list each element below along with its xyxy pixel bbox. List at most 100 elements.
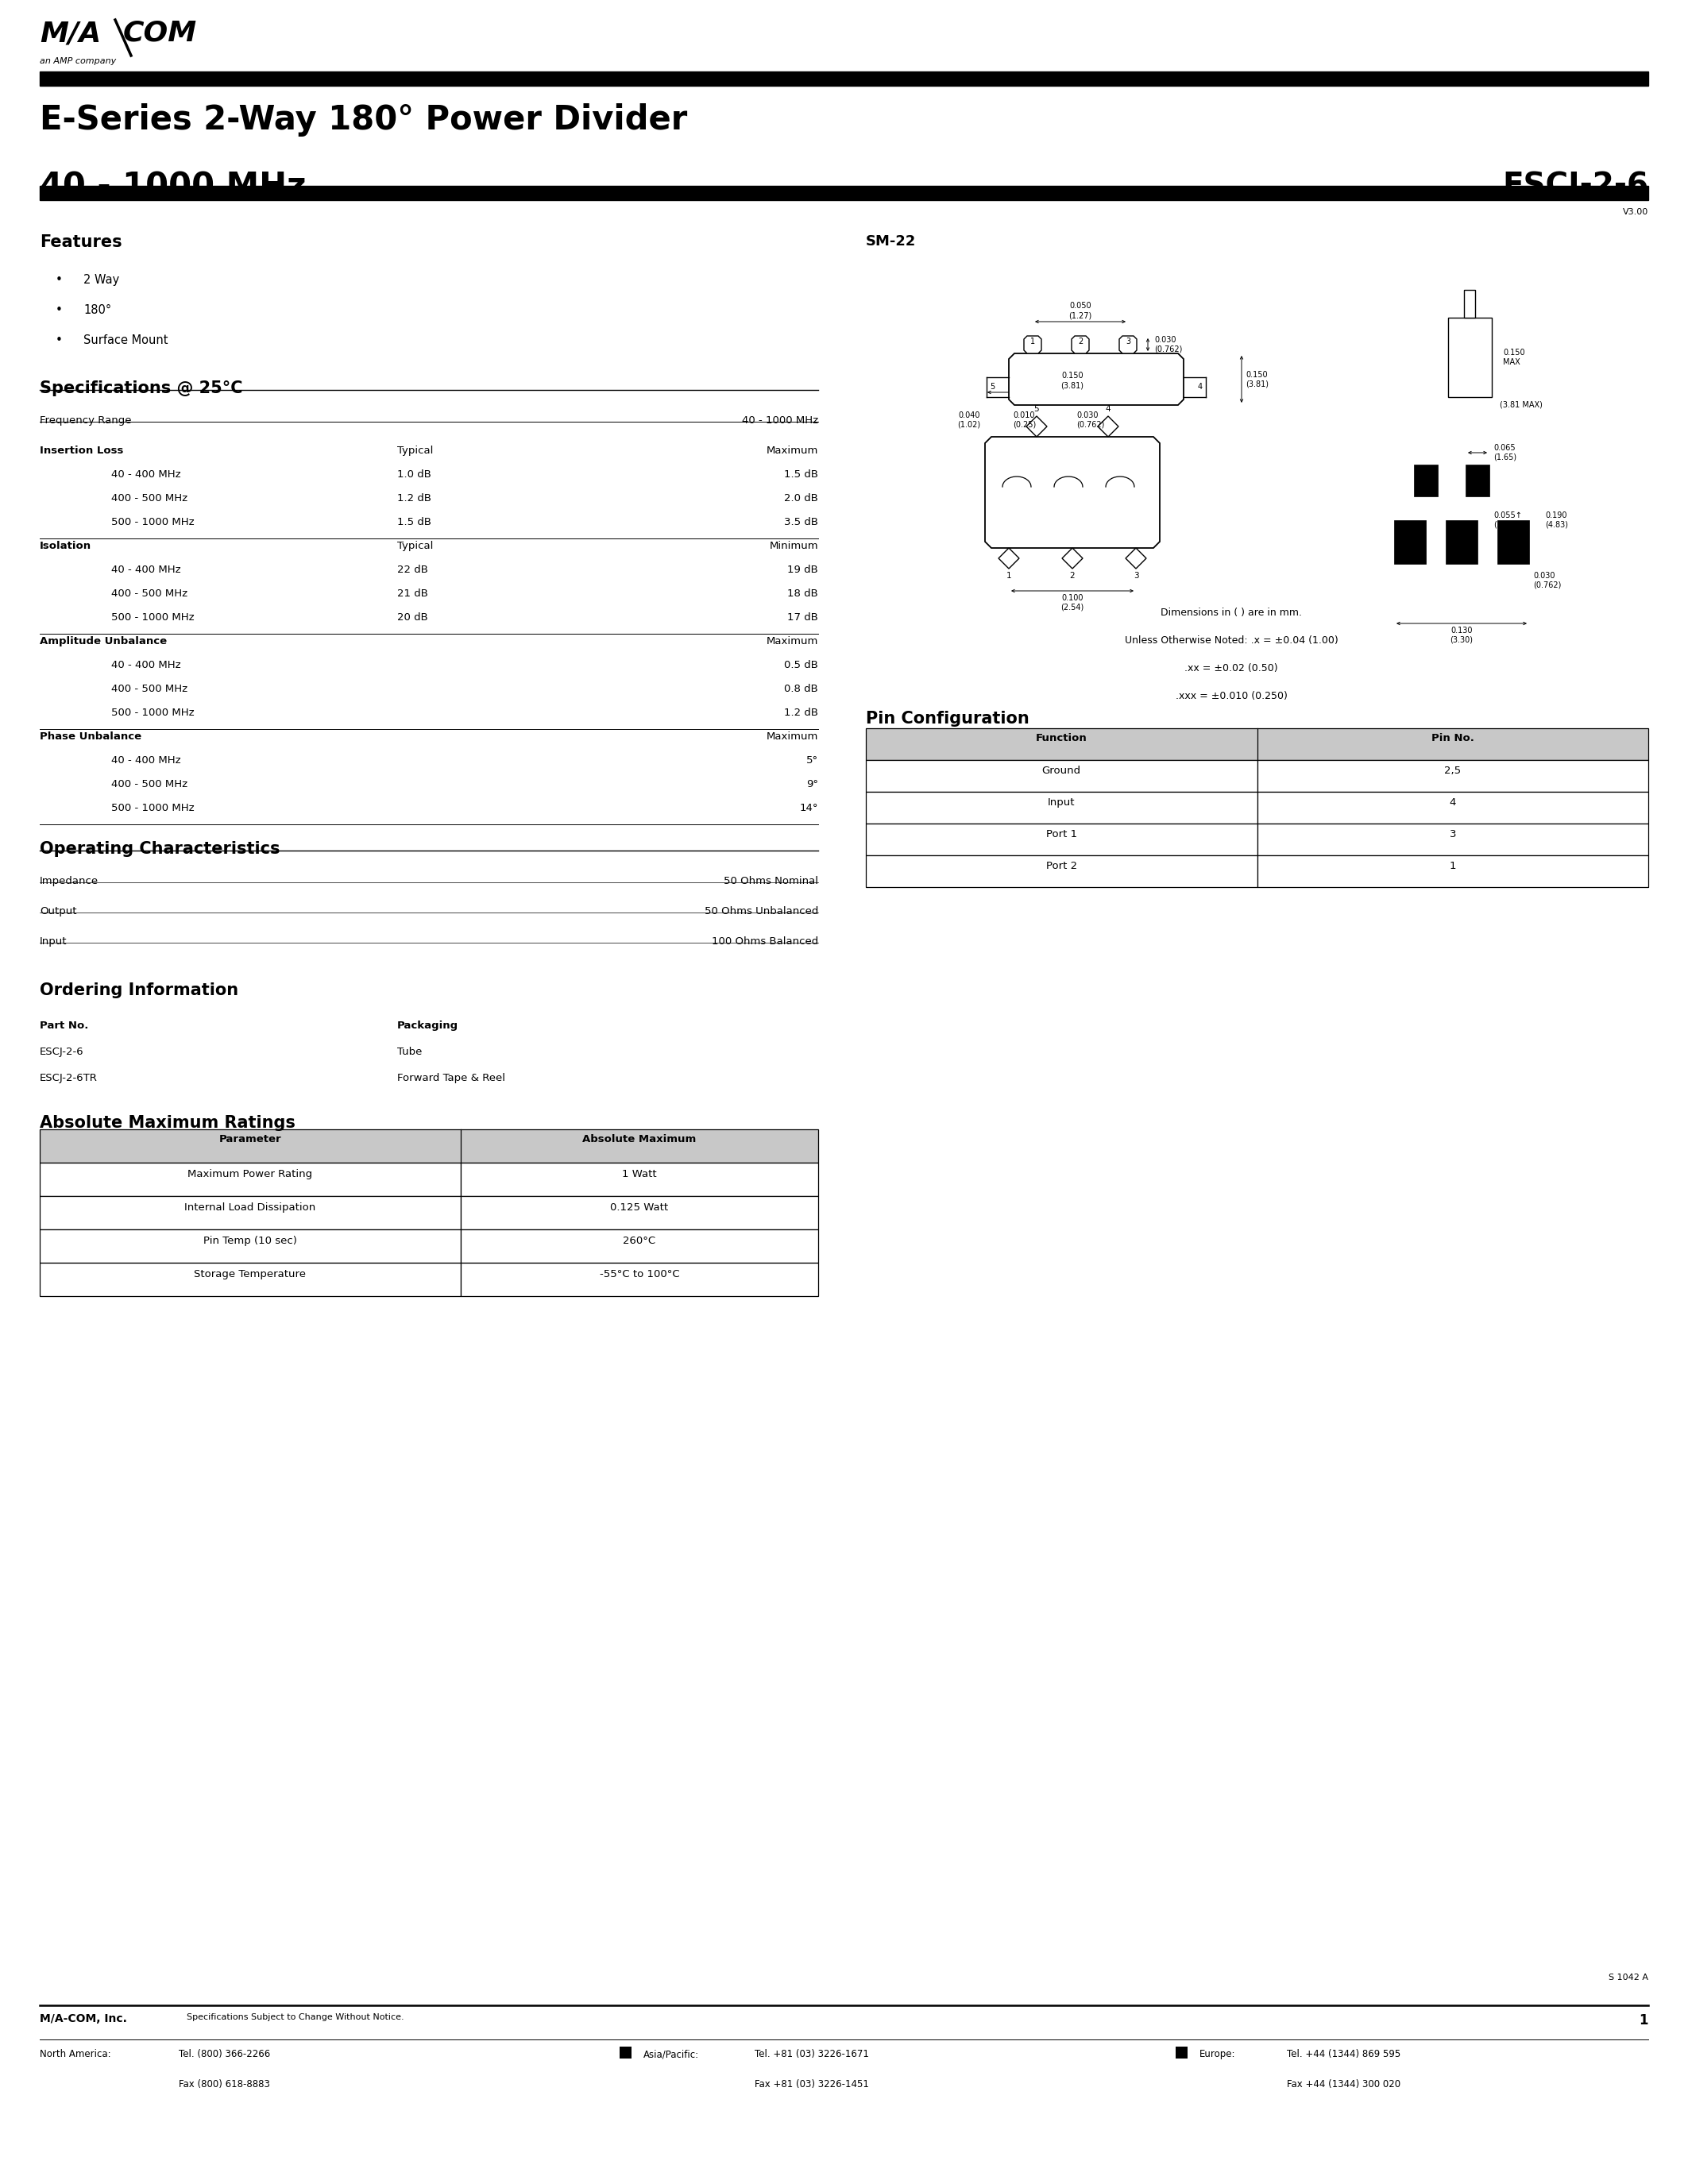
Text: 500 - 1000 MHz: 500 - 1000 MHz [111,708,194,719]
Text: 4: 4 [1198,382,1202,391]
Text: Parameter: Parameter [219,1133,282,1144]
Text: Phase Unbalance: Phase Unbalance [41,732,142,743]
Bar [461,1230,819,1262]
Text: 0.030
(0.762): 0.030 (0.762) [1533,572,1561,590]
Text: ESCJ-2-6: ESCJ-2-6 [41,1046,84,1057]
Text: Dimensions in ( ) are in mm.: Dimensions in ( ) are in mm. [1161,607,1301,618]
Text: 1.5 dB: 1.5 dB [397,518,432,526]
Text: Pin Temp (10 sec): Pin Temp (10 sec) [204,1236,297,1247]
Text: Minimum: Minimum [770,542,819,550]
Bar [1175,2046,1188,2060]
Text: 180°: 180° [83,304,111,317]
Text: 40 - 400 MHz: 40 - 400 MHz [111,566,181,574]
Text: 17 dB: 17 dB [787,612,819,622]
Text: 19 dB: 19 dB [787,566,819,574]
Text: 2.0 dB: 2.0 dB [785,494,819,505]
Text: 0.150
(3.81): 0.150 (3.81) [1060,371,1084,389]
Text: 5: 5 [989,382,994,391]
Text: 9°: 9° [807,780,819,788]
Text: 1: 1 [1030,339,1035,345]
Text: Specifications @ 25°C: Specifications @ 25°C [41,380,243,395]
Text: Typical: Typical [397,446,434,456]
Text: .xxx = ±0.010 (0.250): .xxx = ±0.010 (0.250) [1175,690,1288,701]
Text: Features: Features [41,234,122,251]
Text: 0.150
MAX: 0.150 MAX [1504,349,1526,367]
Text: 0.130
(3.30): 0.130 (3.30) [1450,627,1474,644]
Text: M/A-COM, Inc.: M/A-COM, Inc. [41,2014,127,2025]
Text: 0.040
(1.02): 0.040 (1.02) [957,411,981,428]
Text: V3.00: V3.00 [1622,207,1647,216]
Text: 3.5 dB: 3.5 dB [783,518,819,526]
Bar [619,2046,631,2060]
Text: 0.125 Watt: 0.125 Watt [611,1203,668,1212]
Text: 400 - 500 MHz: 400 - 500 MHz [111,780,187,788]
Text: 500 - 1000 MHz: 500 - 1000 MHz [111,804,194,812]
Bar [1445,520,1477,563]
Polygon shape [986,437,1160,548]
Text: 1.5 dB: 1.5 dB [783,470,819,480]
Text: Typical: Typical [397,542,434,550]
Bar [1415,465,1438,496]
Text: ESCJ-2-6: ESCJ-2-6 [1502,170,1647,201]
Text: Absolute Maximum: Absolute Maximum [582,1133,697,1144]
Text: ESCJ-2-6TR: ESCJ-2-6TR [41,1072,98,1083]
Text: 2,5: 2,5 [1445,767,1462,775]
Text: Storage Temperature: Storage Temperature [194,1269,306,1280]
Text: an AMP company: an AMP company [41,57,116,66]
Text: 22 dB: 22 dB [397,566,429,574]
Text: 4: 4 [1106,404,1111,413]
Text: 0.190
(4.83): 0.190 (4.83) [1545,511,1568,529]
Text: 4: 4 [1450,797,1457,808]
Text: 0.050
(1.27): 0.050 (1.27) [1069,301,1092,319]
Text: 400 - 500 MHz: 400 - 500 MHz [111,684,187,695]
Text: 0.030
(0.762): 0.030 (0.762) [1155,336,1182,354]
Text: 40 - 400 MHz: 40 - 400 MHz [111,660,181,670]
Text: E-Series 2-Way 180° Power Divider: E-Series 2-Way 180° Power Divider [41,103,687,138]
Text: -55°C to 100°C: -55°C to 100°C [599,1269,680,1280]
Bar [866,727,1647,760]
Text: 1: 1 [1450,860,1457,871]
Text: 0.055↑
(1.397): 0.055↑ (1.397) [1494,511,1523,529]
Bar [866,793,1258,823]
Text: 1.2 dB: 1.2 dB [783,708,819,719]
Text: 500 - 1000 MHz: 500 - 1000 MHz [111,518,194,526]
Text: 21 dB: 21 dB [397,587,429,598]
Bar [1448,317,1492,397]
Bar [866,760,1258,793]
Text: Pin Configuration: Pin Configuration [866,710,1030,727]
Text: 5: 5 [1035,404,1040,413]
Text: Tube: Tube [397,1046,422,1057]
Bar [41,1230,461,1262]
Text: 2: 2 [1070,572,1075,579]
Bar [1258,823,1647,856]
Text: Tel. +81 (03) 3226-1671: Tel. +81 (03) 3226-1671 [755,2049,869,2060]
Polygon shape [1009,354,1183,404]
Text: Impedance: Impedance [41,876,98,887]
Text: 260°C: 260°C [623,1236,657,1247]
Text: 0.030
(0.762): 0.030 (0.762) [1077,411,1104,428]
Text: .xx = ±0.02 (0.50): .xx = ±0.02 (0.50) [1185,664,1278,673]
Bar [1258,856,1647,887]
Text: 0.150
(3.81): 0.150 (3.81) [1246,371,1269,389]
Text: Amplitude Unbalance: Amplitude Unbalance [41,636,167,646]
Text: 1: 1 [1006,572,1011,579]
Text: Operating Characteristics: Operating Characteristics [41,841,280,856]
Text: Input: Input [41,937,68,946]
Polygon shape [1126,548,1146,568]
Text: Isolation: Isolation [41,542,91,550]
Text: 40 - 400 MHz: 40 - 400 MHz [111,470,181,480]
Text: SM-22: SM-22 [866,234,917,249]
Text: 0.5 dB: 0.5 dB [785,660,819,670]
Text: 0.100
(2.54): 0.100 (2.54) [1060,594,1084,612]
Polygon shape [999,548,1020,568]
Text: Absolute Maximum Ratings: Absolute Maximum Ratings [41,1116,295,1131]
Text: 100 Ohms Balanced: 100 Ohms Balanced [712,937,819,946]
Text: Surface Mount: Surface Mount [83,334,169,347]
Text: 0.8 dB: 0.8 dB [785,684,819,695]
Text: 1 Watt: 1 Watt [623,1168,657,1179]
Text: 0.010
(0.25): 0.010 (0.25) [1013,411,1036,428]
Text: Insertion Loss: Insertion Loss [41,446,123,456]
Text: (3.81 MAX): (3.81 MAX) [1499,402,1543,408]
Text: Maximum: Maximum [766,732,819,743]
Text: 18 dB: 18 dB [787,587,819,598]
